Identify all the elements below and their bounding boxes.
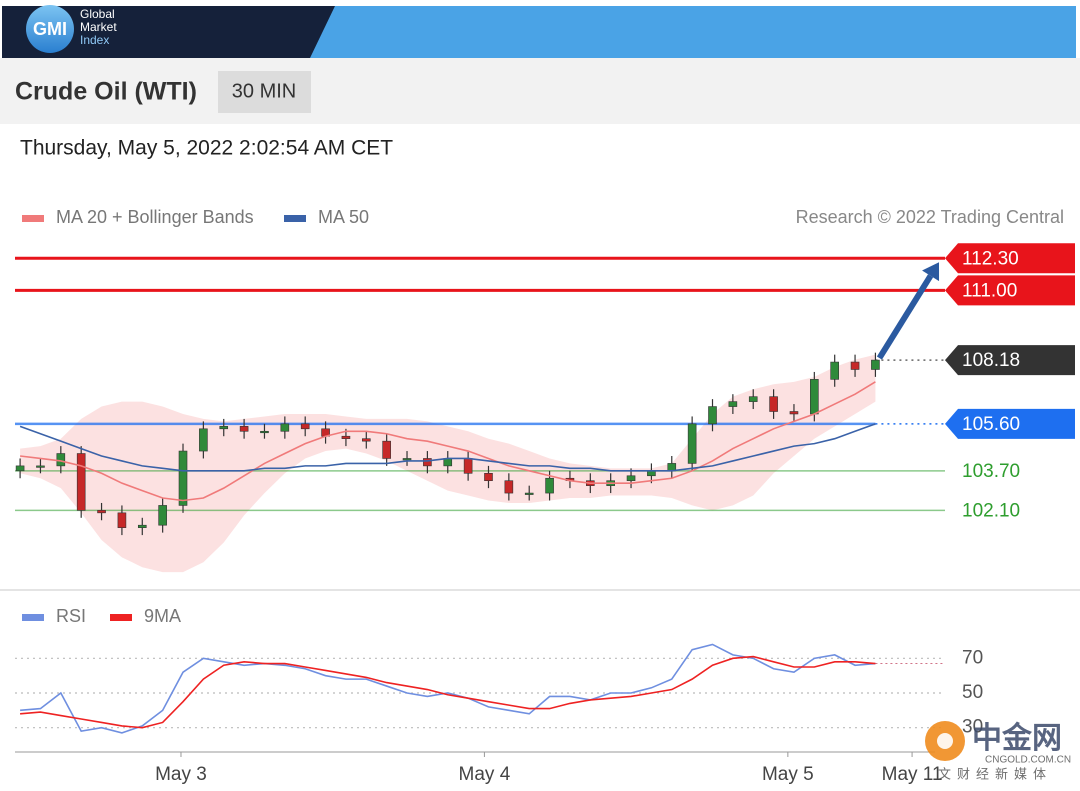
rsi-tick-label: 30 (962, 717, 983, 738)
candle-body (769, 396, 778, 412)
candle-body (341, 435, 351, 439)
candle-body (361, 438, 371, 442)
candle-body (687, 423, 697, 464)
candle-body (219, 426, 229, 430)
title-bar (0, 58, 1080, 124)
candle-body (178, 450, 188, 506)
level-box (945, 345, 1075, 376)
candle-body (789, 411, 799, 415)
logo: GMI (33, 19, 67, 39)
candle-body (748, 396, 758, 402)
candle-body (280, 423, 290, 432)
level-label: 105.60 (962, 414, 1020, 435)
candle-body (484, 472, 493, 482)
candle-body (239, 426, 249, 432)
candle-body (260, 430, 269, 434)
candle-body (810, 379, 819, 415)
legend-swatch (22, 215, 44, 222)
legend-label: 9MA (144, 606, 181, 626)
x-tick-label: May 4 (459, 764, 511, 785)
rsi-tick-label: 70 (962, 647, 983, 668)
legend-label: MA 50 (318, 207, 369, 227)
rsi-line (20, 643, 876, 734)
level-label: 103.70 (962, 461, 1020, 482)
legend-swatch (284, 215, 306, 222)
x-tick-label: May 3 (155, 764, 207, 785)
x-tick-label: May 11 (882, 764, 943, 785)
level-box (945, 243, 1075, 274)
moving-average (19, 381, 876, 502)
level-box (945, 275, 1075, 306)
level-label: 102.10 (962, 500, 1020, 521)
legend-label: MA 20 + Bollinger Bands (56, 207, 254, 227)
candle-body (158, 505, 167, 526)
candle-body (423, 458, 432, 467)
brand: Index (80, 33, 109, 47)
candle-body (850, 361, 860, 370)
rsi-tick-label: 50 (962, 682, 983, 703)
candle-body (199, 428, 208, 452)
candle-body (545, 477, 554, 494)
candle-body (137, 524, 147, 528)
level-label: 112.30 (962, 248, 1019, 269)
level-label: 108.18 (962, 350, 1020, 371)
candle-body (300, 423, 310, 430)
brand: Global (80, 7, 115, 21)
candle-body (626, 475, 636, 482)
candle-body (117, 512, 127, 528)
candle-body (382, 440, 391, 459)
brand: Market (80, 20, 117, 34)
target-arrow-head (922, 262, 940, 282)
candle-body (871, 359, 880, 370)
candle-body (36, 465, 45, 468)
legend-label: RSI (56, 606, 86, 626)
watermark-name: 中金网 (972, 721, 1062, 755)
timeframe-box (218, 71, 311, 113)
logo-circle (26, 5, 74, 53)
candle-body (76, 453, 86, 511)
moving-average (19, 423, 876, 472)
watermark-site: CNGOLD.COM.CN (985, 755, 1071, 766)
level-box (945, 408, 1075, 439)
legend-swatch (110, 614, 132, 621)
candle-body (728, 401, 738, 407)
candle-body (402, 458, 412, 461)
legend-swatch (22, 614, 44, 621)
candle-body (524, 492, 534, 495)
candle-body (15, 465, 25, 472)
level-label: 111.00 (962, 280, 1017, 301)
header-brand-area (2, 6, 335, 58)
watermark-tagline: 文财经新媒体 (938, 766, 1052, 781)
chart-title: Crude Oil (WTI) (15, 78, 197, 106)
source: Research © 2022 Trading Central (796, 207, 1064, 227)
timeframe: 30 MIN (232, 80, 296, 102)
rsi-line (20, 655, 876, 729)
target-arrow (876, 274, 934, 360)
candle-body (504, 480, 514, 494)
candle-body (56, 453, 66, 467)
candle-body (97, 510, 106, 514)
watermark-logo-inner (937, 733, 953, 749)
candle-body (830, 361, 839, 380)
subtitle: Thursday, May 5, 2022 2:02:54 AM CET (20, 137, 393, 160)
candle-body (708, 406, 717, 425)
candle-body (463, 458, 473, 474)
x-tick-label: May 5 (762, 764, 814, 785)
